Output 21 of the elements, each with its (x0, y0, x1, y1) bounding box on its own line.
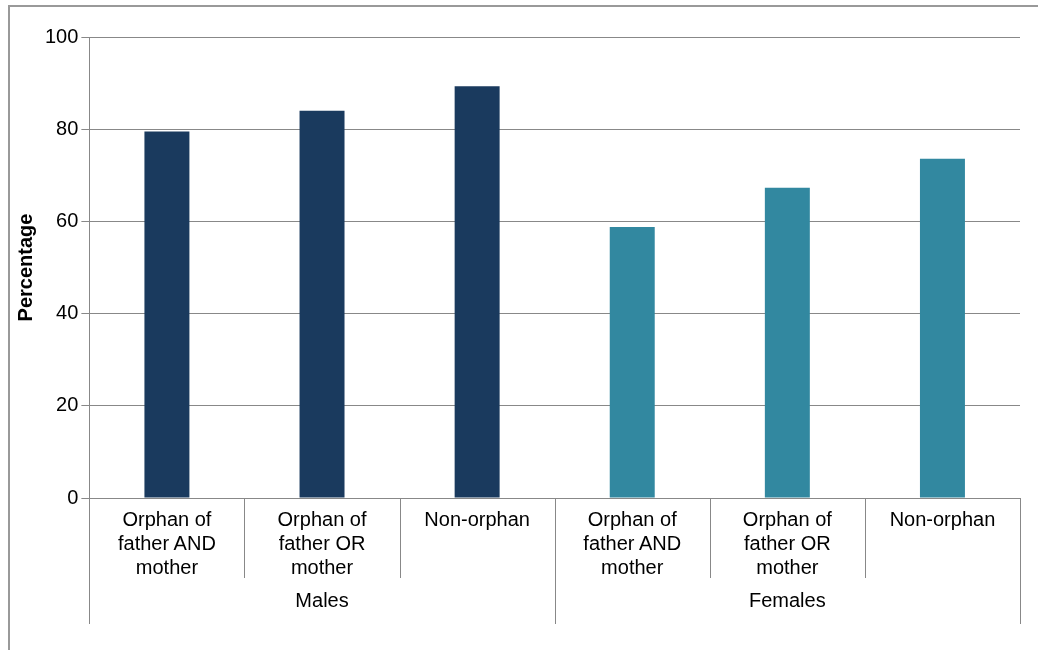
x-tick-label: Non-orphan (424, 507, 530, 530)
y-tick-label: 100 (44, 24, 79, 47)
y-tick-label: 80 (56, 116, 79, 139)
y-tick-label: 20 (56, 393, 79, 416)
bar (609, 226, 655, 498)
text: Females (748, 588, 826, 611)
y-tick-label: 0 (67, 485, 79, 508)
x-tick-label: Orphan of father OR mother (277, 507, 367, 578)
bar (454, 86, 500, 498)
x-tick-label: Non-orphan (889, 507, 996, 530)
x-tick-label: Orphan of father AND mother (118, 507, 216, 578)
y-tick-label: 60 (56, 208, 79, 231)
x-tick-label: Orphan of father AND mother (583, 507, 682, 578)
bar (764, 187, 810, 498)
y-tick-label: 40 (56, 301, 79, 324)
bar (919, 158, 965, 498)
bar (299, 110, 345, 498)
text: Males (295, 588, 349, 611)
bar (144, 131, 190, 498)
y-axis-title: Percentage (13, 213, 36, 322)
x-tick-label: Orphan of father OR mother (742, 507, 833, 578)
